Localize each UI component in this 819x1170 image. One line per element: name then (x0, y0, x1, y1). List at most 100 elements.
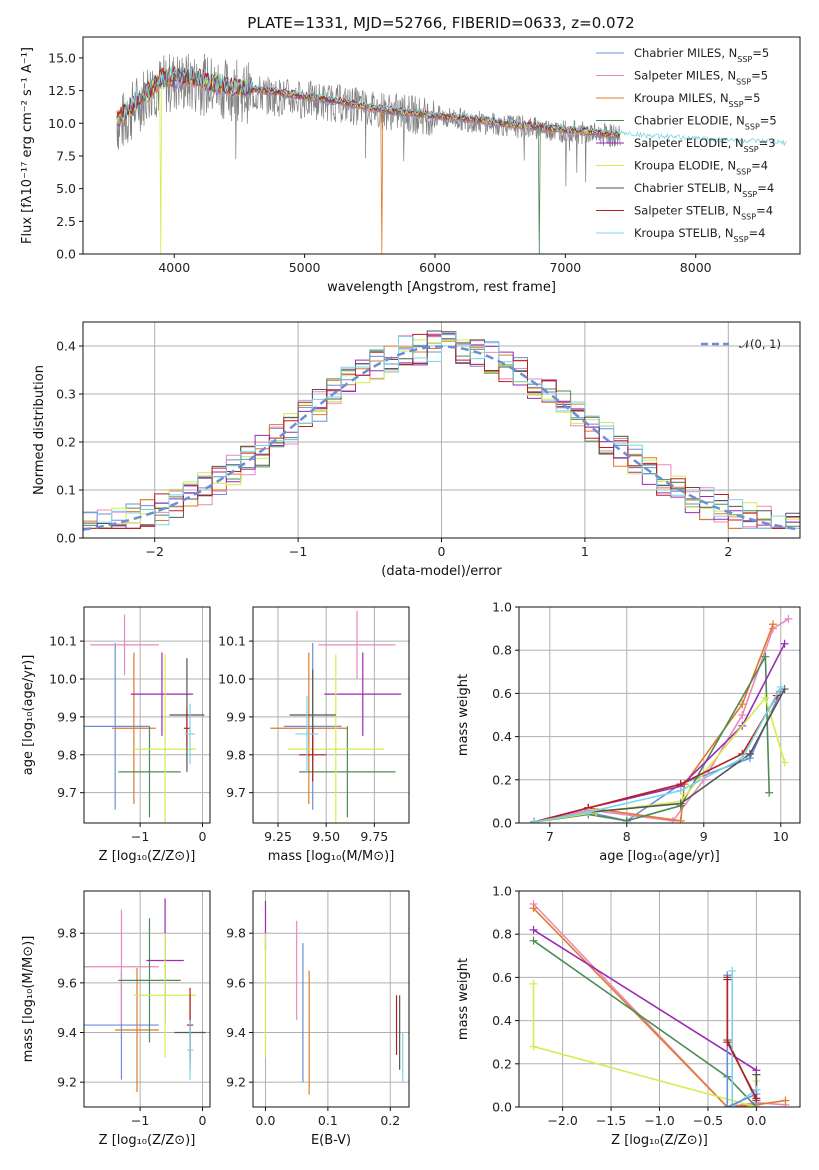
legend-entry: Chabrier ELODIE, NSSP=5 (634, 114, 777, 132)
y-tick-label: 0.1 (56, 483, 76, 498)
y-tick-label: 0.0 (492, 1100, 512, 1115)
x-axis-label: Z [log₁₀(Z/Z⊙)] (99, 1133, 196, 1148)
model-line-8 (116, 64, 787, 147)
y-tick-label: 0.8 (492, 927, 512, 942)
series-line-1 (532, 907, 786, 1107)
x-tick-label: 9.50 (312, 829, 340, 844)
series-marker-1 (738, 711, 747, 719)
y-tick-label: 7.5 (56, 148, 76, 163)
y-tick-label: 9.4 (226, 1025, 246, 1040)
x-axis-label: age [log₁₀(age/yr)] (599, 849, 720, 864)
series-line-6 (534, 688, 786, 823)
y-tick-label: 12.5 (48, 83, 76, 98)
y-tick-label: 0.4 (492, 729, 512, 744)
legend-entry: Salpeter STELIB, NSSP=4 (634, 204, 773, 222)
y-tick-label: 9.9 (57, 709, 77, 724)
axes-frame (83, 606, 211, 824)
axes-frame (518, 606, 801, 824)
series-marker-5 (761, 693, 770, 702)
axes-frame (82, 321, 801, 539)
y-tick-label: 10.0 (48, 116, 76, 131)
axes-frame (83, 890, 211, 1108)
series-marker-3 (765, 788, 774, 797)
y-axis-label: mass weight (456, 674, 471, 756)
y-tick-label: 5.0 (56, 181, 76, 196)
plot-area (83, 330, 800, 531)
series-marker-8 (676, 786, 685, 795)
x-tick-label: −1 (289, 544, 307, 559)
series-marker-8 (530, 817, 539, 823)
series-marker-5 (780, 758, 789, 767)
series-marker-8 (776, 682, 785, 691)
x-tick-label: −1 (131, 829, 149, 844)
y-tick-label: 9.6 (57, 975, 77, 990)
axes-frame (82, 36, 801, 255)
plot-area (530, 614, 793, 823)
plot-area (264, 900, 404, 1095)
x-tick-label: 8 (623, 829, 631, 844)
series-line-2 (533, 929, 757, 1071)
y-axis-label: Normed distribution (32, 365, 47, 495)
x-tick-label: 1 (581, 544, 589, 559)
age-vs-z-panel: −1 0 9.7 9.8 9.9 10.0 10.1 Z [log₁₀(Z/Z⊙)] age [… (21, 606, 211, 864)
plot-area (270, 610, 402, 823)
x-tick-label: −1.5 (596, 1113, 626, 1128)
y-tick-label: 0.6 (492, 970, 512, 985)
x-tick-label: 9.75 (360, 829, 388, 844)
x-tick-label: 9.25 (264, 829, 292, 844)
x-axis-label: wavelength [Angstrom, rest frame] (327, 280, 556, 295)
x-tick-label: 7000 (549, 260, 581, 275)
y-tick-label: 1.0 (492, 600, 512, 615)
series-marker-6 (676, 799, 685, 808)
y-tick-label: 10.0 (218, 672, 246, 687)
series-marker-2 (769, 620, 778, 629)
x-tick-label: 2 (724, 544, 732, 559)
plot-area (116, 53, 787, 254)
legend-entry: Kroupa STELIB, NSSP=4 (634, 226, 765, 244)
y-tick-label: 0.2 (56, 435, 76, 450)
mass-vs-ebv-panel: 0.0 0.1 0.2 9.2 9.4 9.6 9.8 E(B-V) (226, 890, 410, 1148)
histogram-7 (83, 332, 800, 529)
gaussian-curve (83, 345, 800, 531)
legend-entry: 𝒩(0, 1) (739, 337, 781, 351)
y-tick-label: 0.8 (492, 643, 512, 658)
x-tick-label: 0.0 (256, 1113, 276, 1128)
y-axis-label: age [log₁₀(age/yr)] (21, 655, 36, 776)
series-line-3 (533, 940, 757, 1107)
plot-area (529, 899, 790, 1107)
series-marker-4 (780, 639, 789, 648)
y-tick-label: 1.0 (492, 884, 512, 899)
series-marker-5 (752, 1070, 761, 1079)
x-tick-label: −1.0 (644, 1113, 674, 1128)
series-marker-2 (676, 816, 685, 823)
legend: Chabrier MILES, NSSP=5 Salpeter MILES, NS… (596, 46, 777, 244)
y-tick-label: 9.6 (226, 975, 246, 990)
y-tick-label: 0.4 (56, 339, 76, 354)
y-tick-label: 9.7 (226, 785, 246, 800)
series-marker-8 (752, 1094, 761, 1103)
series-marker-1 (781, 1096, 790, 1105)
y-tick-label: 0.0 (56, 531, 76, 546)
x-tick-label: −1 (131, 1113, 149, 1128)
x-tick-label: 7 (546, 829, 554, 844)
y-axis-label: mass [log₁₀(M/M⊙)] (21, 936, 36, 1063)
series-line-8 (534, 686, 782, 823)
y-tick-label: 9.8 (57, 926, 77, 941)
series-line-4 (532, 983, 758, 1107)
y-tick-label: 9.8 (226, 747, 246, 762)
series-marker-8 (723, 975, 732, 984)
series-marker-1 (529, 904, 538, 913)
y-tick-label: 0.0 (56, 247, 76, 262)
series-marker-6 (780, 685, 789, 694)
x-tick-label: 0 (199, 1113, 207, 1128)
x-axis-label: Z [log₁₀(Z/Z⊙)] (611, 1133, 708, 1148)
x-tick-label: 10 (773, 829, 789, 844)
x-tick-label: 6000 (419, 260, 451, 275)
y-axis-label: Flux [fλ10⁻¹⁷ erg cm⁻² s⁻¹ A⁻¹] (20, 47, 35, 244)
x-tick-label: 4000 (158, 260, 190, 275)
y-tick-label: 9.2 (57, 1075, 77, 1090)
legend-entry: Salpeter ELODIE, NSSP=3 (634, 136, 776, 154)
y-tick-label: 9.8 (226, 926, 246, 941)
y-tick-label: 10.0 (49, 672, 77, 687)
